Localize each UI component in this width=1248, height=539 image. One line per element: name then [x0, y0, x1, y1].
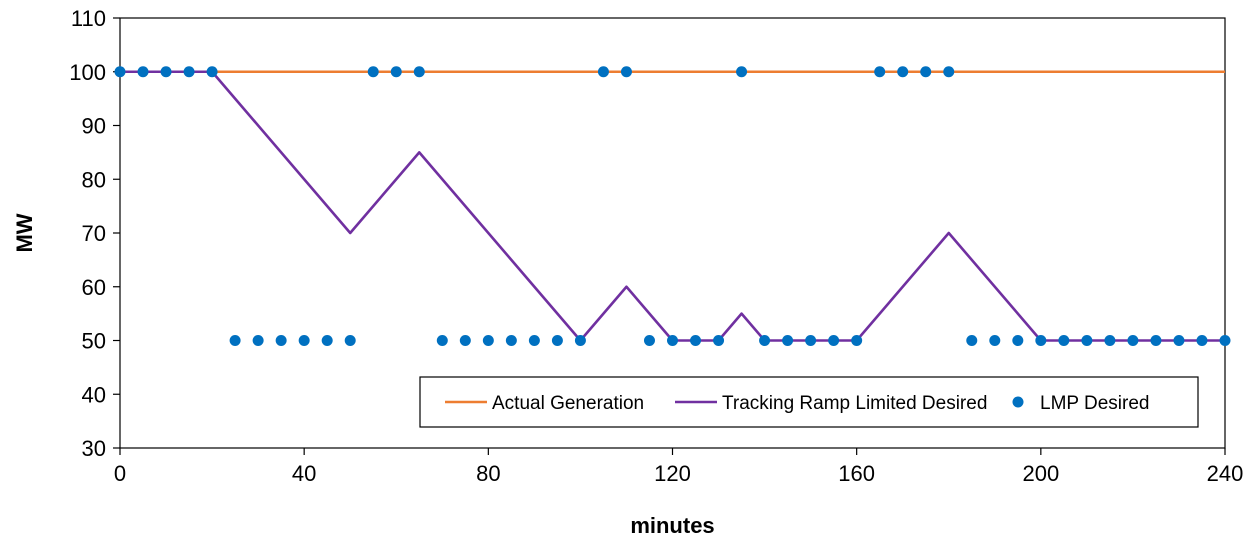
point-lmp-desired [1196, 335, 1208, 346]
point-lmp-desired [966, 335, 978, 346]
legend-swatch-lmp-desired [1012, 396, 1024, 408]
y-tick-label: 60 [82, 275, 106, 300]
point-lmp-desired [229, 335, 241, 346]
point-lmp-desired [551, 335, 563, 346]
x-tick-label: 240 [1207, 461, 1244, 486]
legend-label-lmp-desired: LMP Desired [1040, 393, 1149, 414]
y-axis-title: MW [12, 213, 37, 252]
point-lmp-desired [160, 66, 172, 78]
point-lmp-desired [344, 335, 356, 346]
point-lmp-desired [805, 335, 817, 346]
point-lmp-desired [736, 66, 748, 78]
point-lmp-desired [759, 335, 771, 346]
point-lmp-desired [1104, 335, 1116, 346]
point-lmp-desired [851, 335, 863, 346]
legend: Actual Generation Tracking Ramp Limited D… [419, 376, 1199, 428]
y-tick-label: 80 [82, 167, 106, 192]
point-lmp-desired [1219, 335, 1231, 346]
point-lmp-desired [667, 335, 678, 346]
point-lmp-desired [1127, 335, 1139, 346]
point-lmp-desired [252, 335, 264, 346]
plot-area [119, 17, 1226, 449]
point-lmp-desired [574, 335, 586, 346]
point-lmp-desired [390, 66, 402, 78]
point-lmp-desired [528, 335, 540, 346]
point-lmp-desired [1173, 335, 1185, 346]
point-lmp-desired [897, 66, 909, 78]
point-lmp-desired [1058, 335, 1070, 346]
point-lmp-desired [989, 335, 1001, 346]
point-lmp-desired [597, 66, 609, 78]
point-lmp-desired [1035, 335, 1047, 346]
point-lmp-desired [505, 335, 517, 346]
point-lmp-desired [206, 66, 218, 78]
x-axis-title: minutes [630, 513, 714, 538]
point-lmp-desired [874, 66, 886, 78]
x-tick-label: 40 [292, 461, 316, 486]
y-tick-label: 40 [82, 382, 106, 407]
y-tick-label: 70 [82, 221, 106, 246]
x-tick-label: 200 [1022, 461, 1059, 486]
series-layer [114, 66, 1231, 346]
point-lmp-desired [114, 66, 126, 78]
point-lmp-desired [436, 335, 448, 346]
point-lmp-desired [782, 335, 794, 346]
point-lmp-desired [367, 66, 379, 78]
legend-label-tracking-ramp-limited-desired: Tracking Ramp Limited Desired [722, 393, 987, 414]
point-lmp-desired [828, 335, 840, 346]
point-lmp-desired [713, 335, 725, 346]
y-tick-label: 30 [82, 436, 106, 461]
point-lmp-desired [920, 66, 932, 78]
y-tick-label: 50 [82, 329, 106, 354]
point-lmp-desired [482, 335, 494, 346]
point-lmp-desired [413, 66, 425, 78]
point-lmp-desired [298, 335, 310, 346]
point-lmp-desired [321, 335, 333, 346]
point-lmp-desired [1150, 335, 1162, 346]
point-lmp-desired [137, 66, 149, 78]
point-lmp-desired [943, 66, 955, 78]
y-tick-label: 90 [82, 114, 106, 139]
x-tick-label: 0 [114, 461, 126, 486]
legend-box [419, 376, 1199, 428]
point-lmp-desired [620, 66, 632, 78]
x-axis-ticks: 0 40 80 120 160 200 240 [114, 448, 1243, 486]
legend-label-actual-generation: Actual Generation [492, 393, 644, 414]
y-tick-label: 100 [69, 60, 106, 85]
point-lmp-desired [1012, 335, 1024, 346]
point-lmp-desired [643, 335, 655, 346]
x-tick-label: 80 [476, 461, 500, 486]
point-lmp-desired [690, 335, 702, 346]
series-line-tracking-ramp-limited-desired [120, 70, 1225, 342]
y-axis-ticks: 30 40 50 60 70 80 90 100 110 [69, 6, 120, 461]
point-lmp-desired [1081, 335, 1093, 346]
point-lmp-desired [459, 335, 471, 346]
x-tick-label: 120 [654, 461, 691, 486]
x-tick-label: 160 [838, 461, 875, 486]
point-lmp-desired [183, 66, 195, 78]
y-tick-label: 110 [71, 6, 106, 31]
point-lmp-desired [275, 335, 287, 346]
